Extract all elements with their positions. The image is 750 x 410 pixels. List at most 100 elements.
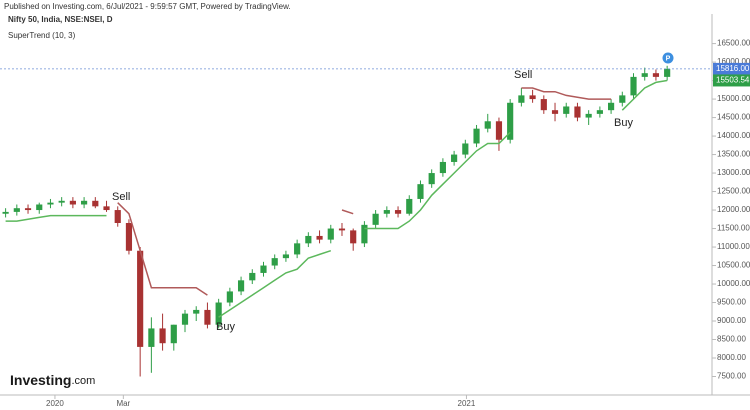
- y-tick-label: 16000.00: [717, 57, 750, 66]
- y-tick-label: 15000.00: [717, 94, 750, 103]
- candle-body: [473, 128, 480, 144]
- y-tick-label: 11000.00: [717, 242, 750, 251]
- x-tick-label: 2020: [46, 399, 64, 408]
- candle-body: [428, 173, 435, 185]
- candle-body: [484, 121, 491, 129]
- candle-body: [574, 106, 581, 118]
- candle-body: [81, 200, 88, 205]
- y-tick-label: 12500.00: [717, 187, 750, 196]
- y-tick-label: 9000.00: [717, 316, 746, 325]
- candle-body: [47, 202, 54, 205]
- logo-brand: Investing: [10, 372, 71, 388]
- candle-body: [114, 210, 121, 223]
- candle-body: [316, 235, 323, 240]
- y-tick-label: 11500.00: [717, 224, 750, 233]
- candle-body: [327, 228, 334, 240]
- y-tick-label: 9500.00: [717, 298, 746, 307]
- candle-body: [36, 204, 43, 211]
- last-price-box: [713, 62, 750, 75]
- y-tick-label: 13500.00: [717, 150, 750, 159]
- candle-body: [529, 95, 536, 100]
- candle-body: [170, 324, 177, 344]
- last-price-label: 15816.00: [716, 64, 750, 73]
- y-tick-label: 14500.00: [717, 113, 750, 122]
- candle-body: [630, 76, 637, 96]
- candle-body: [608, 102, 615, 111]
- y-tick-label: 10000.00: [717, 279, 750, 288]
- candle-body: [439, 161, 446, 174]
- logo: Investing.com: [10, 372, 95, 388]
- candle-body: [417, 184, 424, 199]
- candle-body: [137, 250, 144, 347]
- y-tick-label: 12000.00: [717, 205, 750, 214]
- candle-body: [69, 200, 76, 205]
- candle-body: [13, 208, 20, 212]
- candle-body: [372, 213, 379, 225]
- supertrend-line: [117, 87, 612, 296]
- y-tick-label: 16500.00: [717, 39, 750, 48]
- candle-body: [664, 68, 671, 77]
- y-tick-label: 8500.00: [717, 335, 746, 344]
- y-tick-label: 13000.00: [717, 168, 750, 177]
- candle-body: [641, 73, 648, 77]
- candle-body: [271, 258, 278, 266]
- marker-circle: [662, 52, 674, 64]
- candle-body: [24, 208, 32, 211]
- candle-body: [495, 121, 503, 140]
- y-tick-label: 10500.00: [717, 261, 750, 270]
- candle-body: [125, 222, 133, 251]
- candle-body: [260, 265, 267, 273]
- supertrend-label: 15503.54: [716, 76, 750, 85]
- candle-body: [226, 291, 233, 303]
- candle-body: [305, 235, 312, 244]
- candle-body: [540, 99, 547, 111]
- candle-body: [103, 206, 110, 211]
- candle-body: [294, 243, 301, 255]
- published-note: Published on Investing.com, 6/Jul/2021 -…: [4, 2, 291, 11]
- candle-body: [507, 102, 514, 140]
- annotation: Sell: [112, 191, 130, 203]
- y-tick-label: 8000.00: [717, 353, 746, 362]
- candle-body: [2, 211, 9, 214]
- marker-label: P: [666, 55, 671, 62]
- supertrend-box: [713, 74, 750, 87]
- candle-body: [451, 154, 458, 162]
- logo-suffix: .com: [71, 375, 95, 387]
- candle-body: [237, 280, 245, 292]
- indicator-label: SuperTrend (10, 3): [8, 31, 76, 40]
- candle-body: [361, 224, 368, 244]
- candle-body: [652, 73, 660, 77]
- candle-body: [92, 200, 99, 207]
- annotation: Sell: [514, 69, 532, 81]
- chart-title: Nifty 50, India, NSE:NSEI, D: [8, 15, 113, 24]
- candle-body: [563, 106, 570, 114]
- candle-body: [193, 309, 200, 314]
- x-tick-label: Mar: [116, 399, 130, 408]
- candle-body: [249, 272, 256, 281]
- candle-body: [338, 228, 346, 231]
- candle-body: [159, 328, 166, 344]
- candle-body: [596, 110, 603, 114]
- candle-body: [518, 95, 525, 103]
- candle-body: [394, 210, 402, 214]
- x-tick-label: 2021: [458, 399, 476, 408]
- candle-body: [148, 328, 155, 347]
- candle-body: [204, 309, 211, 325]
- candle-body: [585, 113, 592, 118]
- y-tick-label: 7500.00: [717, 372, 746, 381]
- y-tick-label: 14000.00: [717, 131, 750, 140]
- candle-body: [215, 302, 222, 325]
- candle-body: [282, 254, 290, 259]
- candle-body: [350, 230, 357, 244]
- candle-body: [551, 110, 559, 114]
- candle-body: [58, 200, 65, 203]
- candle-body: [619, 95, 626, 103]
- candle-body: [462, 143, 469, 155]
- candle-body: [181, 313, 189, 325]
- candle-body: [406, 198, 413, 214]
- annotation: Buy: [216, 321, 235, 333]
- candle-body: [383, 210, 390, 214]
- supertrend-line: [5, 79, 668, 318]
